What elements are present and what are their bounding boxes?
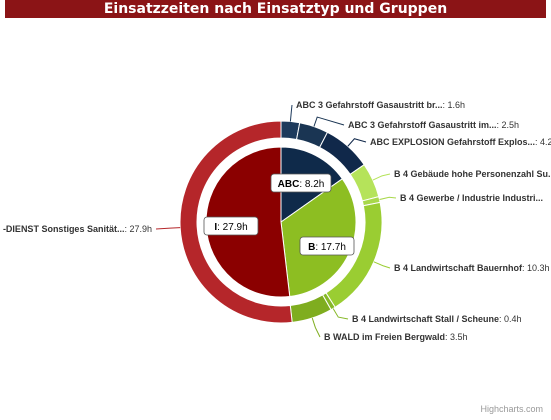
inner-label-text: ABC: 8.2h <box>278 179 325 190</box>
outer-label-b-4-landwirtschaft-bauernhof: B 4 Landwirtschaft Bauernhof: 10.3h <box>394 263 550 273</box>
inner-label-b: B: 17.7h <box>299 236 355 256</box>
connector-line <box>313 116 345 127</box>
connector-line <box>347 138 367 147</box>
chart-title: Einsatzzeiten nach Einsatztyp und Gruppe… <box>5 0 546 18</box>
outer-slice-i-dienst-sonstiges-sanit-t[interactable] <box>179 120 293 324</box>
outer-label-b-wald-im-freien-bergwald: B WALD im Freien Bergwald: 3.5h <box>324 332 468 342</box>
outer-label-abc-3-gefahrstoff-gasaustritt-br: ABC 3 Gefahrstoff Gasaustritt br...: 1.6… <box>296 100 465 110</box>
outer-label-b-4-landwirtschaft-stall-scheune: B 4 Landwirtschaft Stall / Scheune: 0.4h <box>352 314 522 324</box>
inner-label-box <box>270 173 332 193</box>
connector-line <box>332 308 349 320</box>
inner-label-text: B: 17.7h <box>308 242 346 253</box>
connector-line <box>373 261 391 269</box>
outer-label-b-4-geb-ude-hohe-personenzahl-su: B 4 Gebäude hohe Personenzahl Su... <box>394 169 551 179</box>
inner-label-abc: ABC: 8.2h <box>270 173 332 193</box>
connector-line <box>155 227 181 230</box>
connector-line <box>379 196 397 201</box>
connector-line <box>289 104 293 122</box>
connector-line <box>311 317 321 338</box>
credits-link[interactable]: Highcharts.com <box>480 404 543 414</box>
outer-label-i-dienst-sonstiges-sanit-t: -DIENST Sonstiges Sanität...: 27.9h <box>3 224 152 234</box>
outer-label-abc-explosion-gefahrstoff-explos: ABC EXPLOSION Gefahrstoff Explos...: 4.2… <box>370 137 551 147</box>
outer-label-abc-3-gefahrstoff-gasaustritt-im: ABC 3 Gefahrstoff Gasaustritt im...: 2.5… <box>348 120 519 130</box>
inner-label-i: I: 27.9h <box>203 216 259 236</box>
inner-label-box <box>203 216 259 236</box>
inner-label-text: I: 27.9h <box>214 222 247 233</box>
outer-label-b-4-gewerbe-industrie-industri: B 4 Gewerbe / Industrie Industri... <box>400 193 543 203</box>
connector-line <box>372 173 391 181</box>
outer-slice-b-wald-im-freien-bergwald[interactable] <box>289 294 332 323</box>
inner-label-box <box>299 236 355 256</box>
